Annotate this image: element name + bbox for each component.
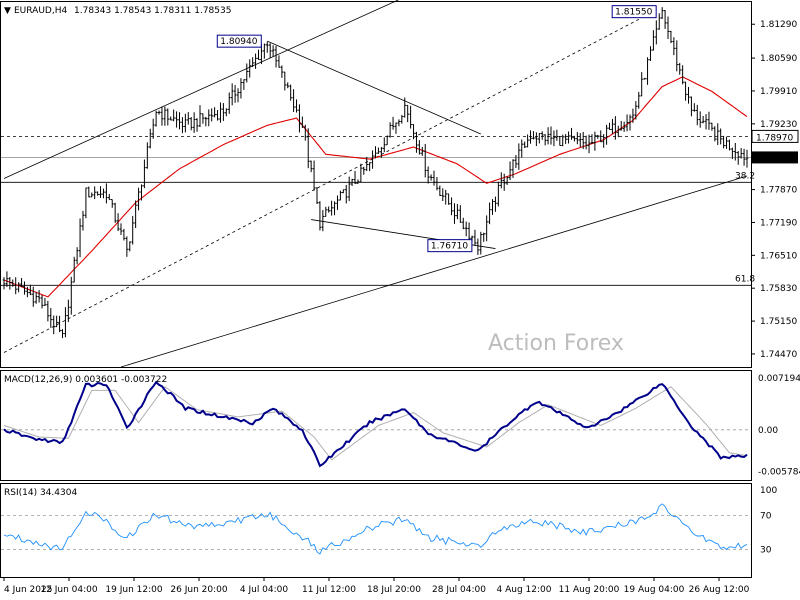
- rsi-indicator: 100 70 30: [1, 486, 777, 556]
- rsi-title: RSI(14) 34.4304: [4, 488, 77, 498]
- macd-signal-line: [3, 386, 748, 461]
- trend-line: [120, 175, 748, 368]
- price-tick-label: 1.79230: [760, 120, 797, 130]
- rsi-tick-label: 100: [760, 486, 777, 496]
- price-label-box: [611, 5, 657, 19]
- macd-title: MACD(12,26,9) 0.003601 -0.003722: [4, 375, 167, 385]
- trend-line: [3, 0, 400, 179]
- trend-lines: [3, 0, 748, 368]
- macd-tick-label: 0.00: [758, 426, 778, 436]
- price-tick-label: 1.76510: [760, 251, 797, 261]
- price-label-box: [427, 239, 473, 253]
- time-tick-label: 28 Jul 04:00: [432, 585, 486, 595]
- rsi-tick-label: 70: [760, 512, 772, 522]
- price-tick-label: 1.79910: [760, 87, 797, 97]
- macd-indicator: 0.007194 0.00 -0.005784: [1, 374, 800, 477]
- rsi-line: [3, 503, 748, 555]
- macd-panel-frame: [0, 370, 752, 481]
- price-tick-label: 1.80590: [760, 54, 797, 64]
- price-label-box: [216, 34, 262, 48]
- price-label-text: 1.76710: [431, 242, 468, 252]
- ohlc-readout: 1.78343 1.78543 1.78311 1.78535: [74, 6, 231, 16]
- time-tick-label: 26 Aug 12:00: [689, 585, 750, 595]
- time-tick-label: 18 Jul 20:00: [367, 585, 421, 595]
- current-price-tag-label: 1.78535: [756, 154, 793, 164]
- macd-tick-label: -0.005784: [758, 467, 800, 477]
- price-tick-label: 1.77870: [760, 186, 797, 196]
- watermark: Action Forex: [488, 331, 624, 356]
- price-tick-label: 1.75830: [760, 284, 797, 294]
- time-tick-label: 12 Jun 04:00: [40, 585, 97, 595]
- candles: [2, 7, 749, 339]
- rsi-tick-label: 30: [760, 546, 772, 556]
- current-price-tag: [752, 151, 798, 164]
- main-panel-frame: [0, 1, 752, 368]
- time-tick-label: 4 Aug 12:00: [497, 585, 552, 595]
- time-tick-label: 11 Jul 12:00: [302, 585, 356, 595]
- price-label-text: 1.81550: [615, 8, 652, 18]
- trend-line: [267, 40, 481, 135]
- time-tick-label: 19 Aug 04:00: [624, 585, 685, 595]
- level-price-tag: [751, 129, 799, 143]
- time-tick-label: 4 Jun 2025: [4, 585, 52, 595]
- rsi-panel-frame: [0, 483, 752, 578]
- price-tick-label: 1.75150: [760, 317, 797, 327]
- header-symbol-icon: ▼: [4, 6, 11, 16]
- price-tick-label: 1.81290: [760, 20, 797, 30]
- symbol-label: EURAUD,H4: [14, 6, 67, 16]
- macd-line: [3, 380, 748, 468]
- time-tick-label: 19 Jun 12:00: [105, 585, 162, 595]
- level-price-tag-label: 1.78970: [756, 133, 793, 143]
- price-tick-label: 1.77190: [760, 218, 797, 228]
- macd-tick-label: 0.007194: [758, 374, 800, 384]
- price-labels: 1.80940 1.76710 1.81550: [216, 5, 657, 253]
- time-tick-label: 4 Jul 04:00: [240, 585, 289, 595]
- price-label-text: 1.80940: [220, 37, 257, 47]
- time-tick-label: 11 Aug 20:00: [559, 585, 620, 595]
- price-axis: 1.81290 1.80590 1.79910 1.79230 1.78550 1.778…: [751, 20, 797, 360]
- fib-level-label: 61.8: [735, 274, 755, 284]
- price-tick-label: 1.78550: [760, 153, 797, 163]
- trend-line: [3, 11, 654, 353]
- time-tick-label: 26 Jun 20:00: [170, 585, 227, 595]
- price-tick-label: 1.74470: [760, 350, 797, 360]
